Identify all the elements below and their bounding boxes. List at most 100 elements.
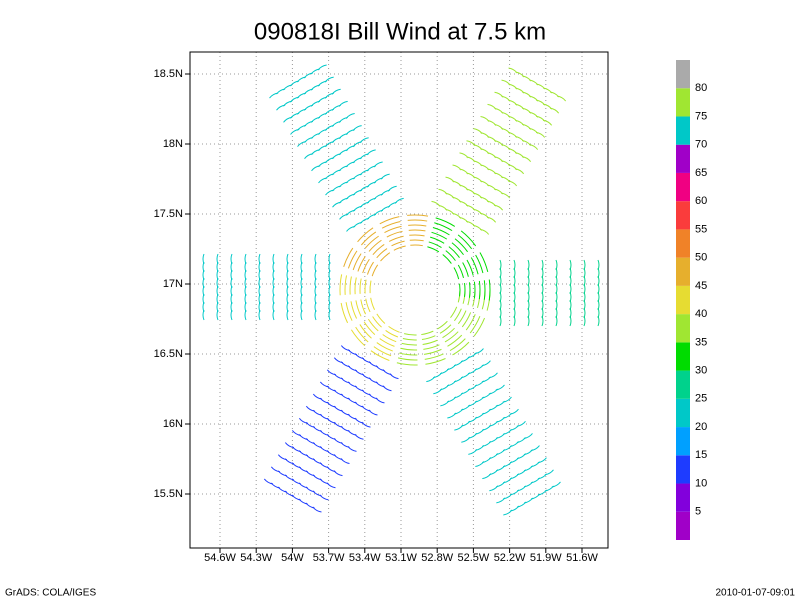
streamline [230, 253, 233, 265]
streamline [466, 259, 474, 276]
streamline [541, 315, 544, 327]
streamline [345, 302, 353, 321]
x-tick-label: 52.5W [458, 552, 490, 564]
colorbar-label: 70 [695, 139, 707, 151]
streamline [277, 454, 288, 461]
colorbar-segment [676, 455, 690, 484]
streamline [340, 345, 351, 352]
streamline [393, 245, 406, 251]
streamline [350, 301, 358, 319]
streamline [388, 325, 400, 333]
colorbar-label: 40 [695, 308, 707, 320]
streamline [312, 393, 323, 400]
streamline [433, 388, 443, 395]
colorbar-segment [676, 314, 690, 343]
streamline [326, 369, 337, 376]
streamline [507, 180, 518, 187]
colorbar-segment [676, 483, 690, 512]
streamline [521, 156, 532, 162]
colorbar-label: 15 [695, 449, 707, 461]
grid [190, 52, 608, 548]
streamline [445, 250, 456, 261]
streamline [549, 107, 560, 114]
streamline [371, 264, 379, 277]
streamline [376, 313, 386, 324]
streamline [528, 144, 539, 150]
streamline [333, 357, 344, 364]
streamline [363, 321, 376, 335]
streamline [386, 230, 403, 238]
streamline [385, 330, 399, 338]
colorbar-segment [676, 60, 690, 89]
streamline [409, 234, 425, 237]
streamline [357, 256, 366, 272]
streamline [357, 227, 374, 243]
x-tick-label: 51.9W [530, 552, 562, 564]
streamline [496, 497, 506, 504]
streamline [432, 227, 450, 236]
colorbar-segment [676, 229, 690, 258]
streamline [407, 219, 428, 222]
streamline [513, 315, 516, 327]
streamline [364, 279, 367, 294]
streamline [379, 338, 395, 347]
streamline [555, 315, 558, 327]
streamline [317, 64, 327, 71]
x-tick-label: 53.7W [313, 552, 345, 564]
colorbar-label: 45 [695, 280, 707, 292]
streamline [434, 222, 453, 232]
colorbar-segment [676, 144, 690, 173]
streamline [365, 298, 371, 313]
streamline [258, 253, 261, 265]
streamline [370, 297, 376, 310]
streamline [465, 314, 476, 331]
colorbar-label: 10 [695, 477, 707, 489]
streamline [569, 315, 572, 327]
colorbar-segment [676, 511, 690, 540]
streamline [583, 315, 586, 327]
streamline [350, 329, 366, 347]
y-tick-label: 16.5N [154, 348, 183, 360]
streamline [368, 239, 382, 252]
streamline [439, 324, 452, 334]
streamline [482, 473, 492, 480]
streamline [355, 300, 362, 317]
colorbar-segment [676, 257, 690, 286]
streamline [359, 278, 362, 294]
streamline [409, 239, 424, 242]
streamline [331, 88, 341, 95]
streamline [462, 262, 469, 277]
streamline [352, 253, 362, 271]
streamline [535, 131, 546, 138]
streamline [460, 230, 477, 247]
colorbar-label: 5 [695, 506, 701, 518]
streamline [424, 353, 444, 360]
streamline [270, 466, 281, 473]
streamline [556, 95, 567, 102]
colorbar-label: 75 [695, 110, 707, 122]
colorbar-label: 50 [695, 252, 707, 264]
streamline [382, 334, 397, 343]
streamline [542, 119, 553, 126]
streamline [340, 302, 349, 324]
streamline [426, 376, 436, 383]
streamline [216, 253, 219, 265]
streamline [364, 235, 379, 249]
streamline [263, 478, 274, 485]
streamline [457, 310, 467, 325]
colorbar-segment [676, 172, 690, 202]
streamline [450, 306, 458, 319]
streamline [454, 308, 462, 322]
title: 090818I Bill Wind at 7.5 km [254, 18, 546, 45]
streamline [401, 342, 417, 346]
streamline [359, 137, 369, 144]
streamline [499, 315, 502, 327]
streamline [366, 149, 376, 156]
streamline [408, 229, 426, 232]
streamline [423, 344, 440, 350]
streamline [319, 381, 330, 388]
colorbar-segment [676, 370, 690, 399]
streamline [427, 246, 440, 253]
streamline [447, 412, 457, 419]
